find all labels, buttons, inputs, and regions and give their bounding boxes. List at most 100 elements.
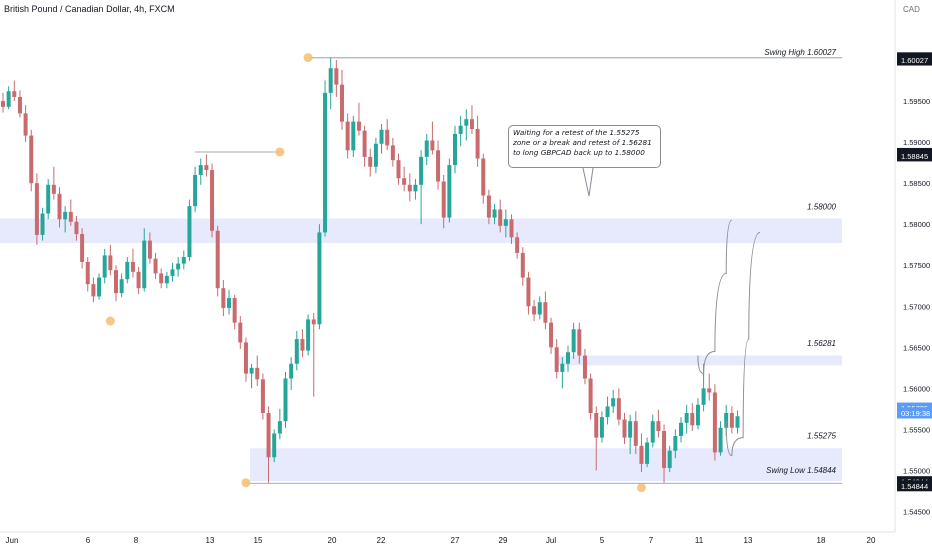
swing-high-label: Swing High 1.60027 (764, 48, 836, 57)
candle-body (255, 367, 260, 380)
candle (277, 408, 282, 440)
candle (57, 187, 62, 228)
candle-body (136, 271, 141, 289)
candle (181, 250, 186, 270)
candle (543, 291, 548, 330)
candle (379, 124, 384, 154)
candle (227, 289, 231, 315)
candle-body (453, 133, 457, 166)
candle-body (667, 450, 672, 468)
candle (458, 115, 463, 147)
candle (390, 138, 395, 167)
candle (582, 348, 587, 385)
candle (616, 388, 621, 426)
candle-body (419, 156, 424, 185)
candle-body (436, 150, 441, 182)
time-tick-label: 7 (649, 536, 654, 545)
candle-body (718, 427, 723, 453)
candle-body (605, 406, 610, 418)
candle (91, 277, 96, 303)
candle (645, 437, 650, 468)
candle (729, 406, 734, 434)
candle-body (729, 412, 734, 428)
candle (136, 266, 141, 294)
candle-body (204, 165, 209, 171)
candle-body (707, 388, 712, 393)
candle-body (227, 298, 231, 308)
time-tick-label: 20 (328, 536, 337, 545)
candle (170, 262, 175, 282)
candle-body (91, 284, 96, 297)
candle-body (368, 156, 373, 167)
candle (34, 173, 39, 245)
candle-body (294, 339, 299, 364)
candle (260, 373, 265, 420)
price-tick-label: 1.59500 (903, 97, 930, 106)
candle (63, 206, 68, 233)
candle-body (114, 270, 118, 294)
candle-body (560, 363, 565, 372)
candle-body (176, 263, 181, 270)
candle (532, 299, 537, 322)
price-tick-label: 1.57000 (903, 302, 930, 311)
candle (306, 314, 311, 356)
candle-body (571, 329, 576, 353)
candle (712, 384, 717, 461)
price-tick-label: 1.57500 (903, 261, 930, 270)
candle (356, 102, 361, 136)
candle (51, 166, 56, 200)
candle (430, 121, 435, 155)
candle-body (486, 195, 491, 218)
candle (526, 271, 531, 315)
candle (402, 166, 407, 192)
time-tick-label: 20 (867, 536, 876, 545)
candle-body (181, 257, 186, 264)
candle-body (464, 119, 469, 126)
candle-body (193, 174, 198, 207)
candle-body (379, 129, 384, 144)
candle (340, 69, 344, 130)
candle-body (328, 68, 333, 93)
candle (289, 357, 294, 391)
swing-marker (105, 316, 115, 326)
candle (266, 406, 271, 483)
candle (255, 355, 260, 386)
candle-body (673, 435, 678, 451)
projection-path-1 (725, 231, 761, 457)
candle (662, 424, 667, 483)
candle-body (351, 121, 356, 151)
trade-note-callout[interactable]: Waiting for a retest of the 1.55275 zone… (508, 125, 661, 168)
candle-body (509, 219, 514, 238)
candle-body (164, 275, 169, 284)
candle-body (684, 412, 689, 423)
candle-body (430, 140, 435, 151)
candle-body (549, 322, 554, 348)
candle (125, 257, 130, 284)
candle (735, 410, 740, 434)
candle-body (656, 421, 661, 432)
candle-body (323, 92, 328, 233)
candle (385, 119, 390, 151)
candle-body (724, 412, 729, 428)
candle (294, 330, 299, 371)
candle (622, 412, 627, 445)
price-tick-label: 1.56500 (903, 343, 930, 352)
candle (351, 115, 356, 157)
candle (509, 214, 514, 244)
candle (176, 257, 181, 277)
candle (520, 247, 525, 286)
price-badge-label: 1.60027 (901, 56, 928, 65)
candle (198, 158, 203, 185)
candle-body (34, 183, 39, 235)
candle (679, 417, 683, 443)
candle (599, 411, 604, 443)
time-tick-label: 29 (499, 536, 508, 545)
candle (419, 150, 424, 225)
candle-body (532, 306, 537, 315)
candle-body (577, 329, 582, 356)
candle (85, 257, 90, 292)
candle-body (153, 258, 158, 274)
candle (215, 225, 220, 297)
